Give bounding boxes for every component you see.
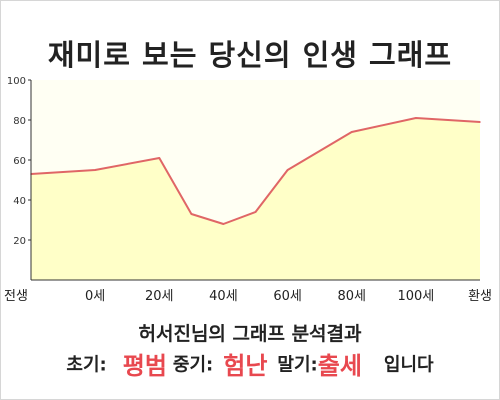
x-tick-label: 40세	[209, 289, 238, 304]
late-label: 말기:	[277, 354, 318, 376]
x-tick-labels: 전생 0세 20세 40세 60세 80세 100세 환생	[4, 289, 492, 304]
x-tick-label: 20세	[145, 289, 174, 304]
middle-value: 험난	[223, 352, 268, 380]
y-tick-label: 60	[13, 156, 26, 167]
x-tick-label: 0세	[85, 289, 105, 304]
late-value: 출세	[317, 352, 362, 380]
y-tick-label: 80	[13, 116, 26, 127]
series-line	[30, 117, 481, 225]
result-suffix: 입니다	[383, 354, 434, 376]
early-label: 초기:	[66, 354, 107, 376]
early-value: 평범	[122, 352, 167, 380]
x-tick-label: 100세	[397, 289, 434, 304]
x-tick-label: 80세	[337, 289, 366, 304]
area-fill	[31, 118, 480, 280]
data-point	[158, 157, 161, 159]
data-point	[415, 117, 417, 119]
chart-title: 재미로 보는 당신의 인생 그래프	[47, 38, 453, 72]
y-tick-label: 40	[13, 196, 26, 207]
data-point	[479, 121, 481, 123]
x-tick-label: 환생	[468, 289, 492, 304]
x-tick-label: 전생	[4, 289, 28, 304]
y-tick-labels: 20 40 60 80 100	[7, 76, 26, 247]
y-tick-label: 20	[13, 236, 26, 247]
data-point	[286, 169, 289, 171]
middle-label: 중기:	[172, 354, 214, 376]
data-point	[350, 131, 353, 133]
data-point	[254, 211, 257, 213]
result-summary: 초기: 평범 중기: 험난 말기:출세 입니다	[0, 346, 500, 381]
data-point	[94, 169, 96, 171]
result-title: 허서진님의 그래프 분석결과	[138, 323, 362, 345]
axis-layer	[28, 79, 480, 281]
data-point	[222, 223, 225, 225]
data-point	[190, 213, 193, 215]
y-tick-label: 100	[7, 76, 26, 87]
x-tick-label: 60세	[273, 289, 302, 304]
